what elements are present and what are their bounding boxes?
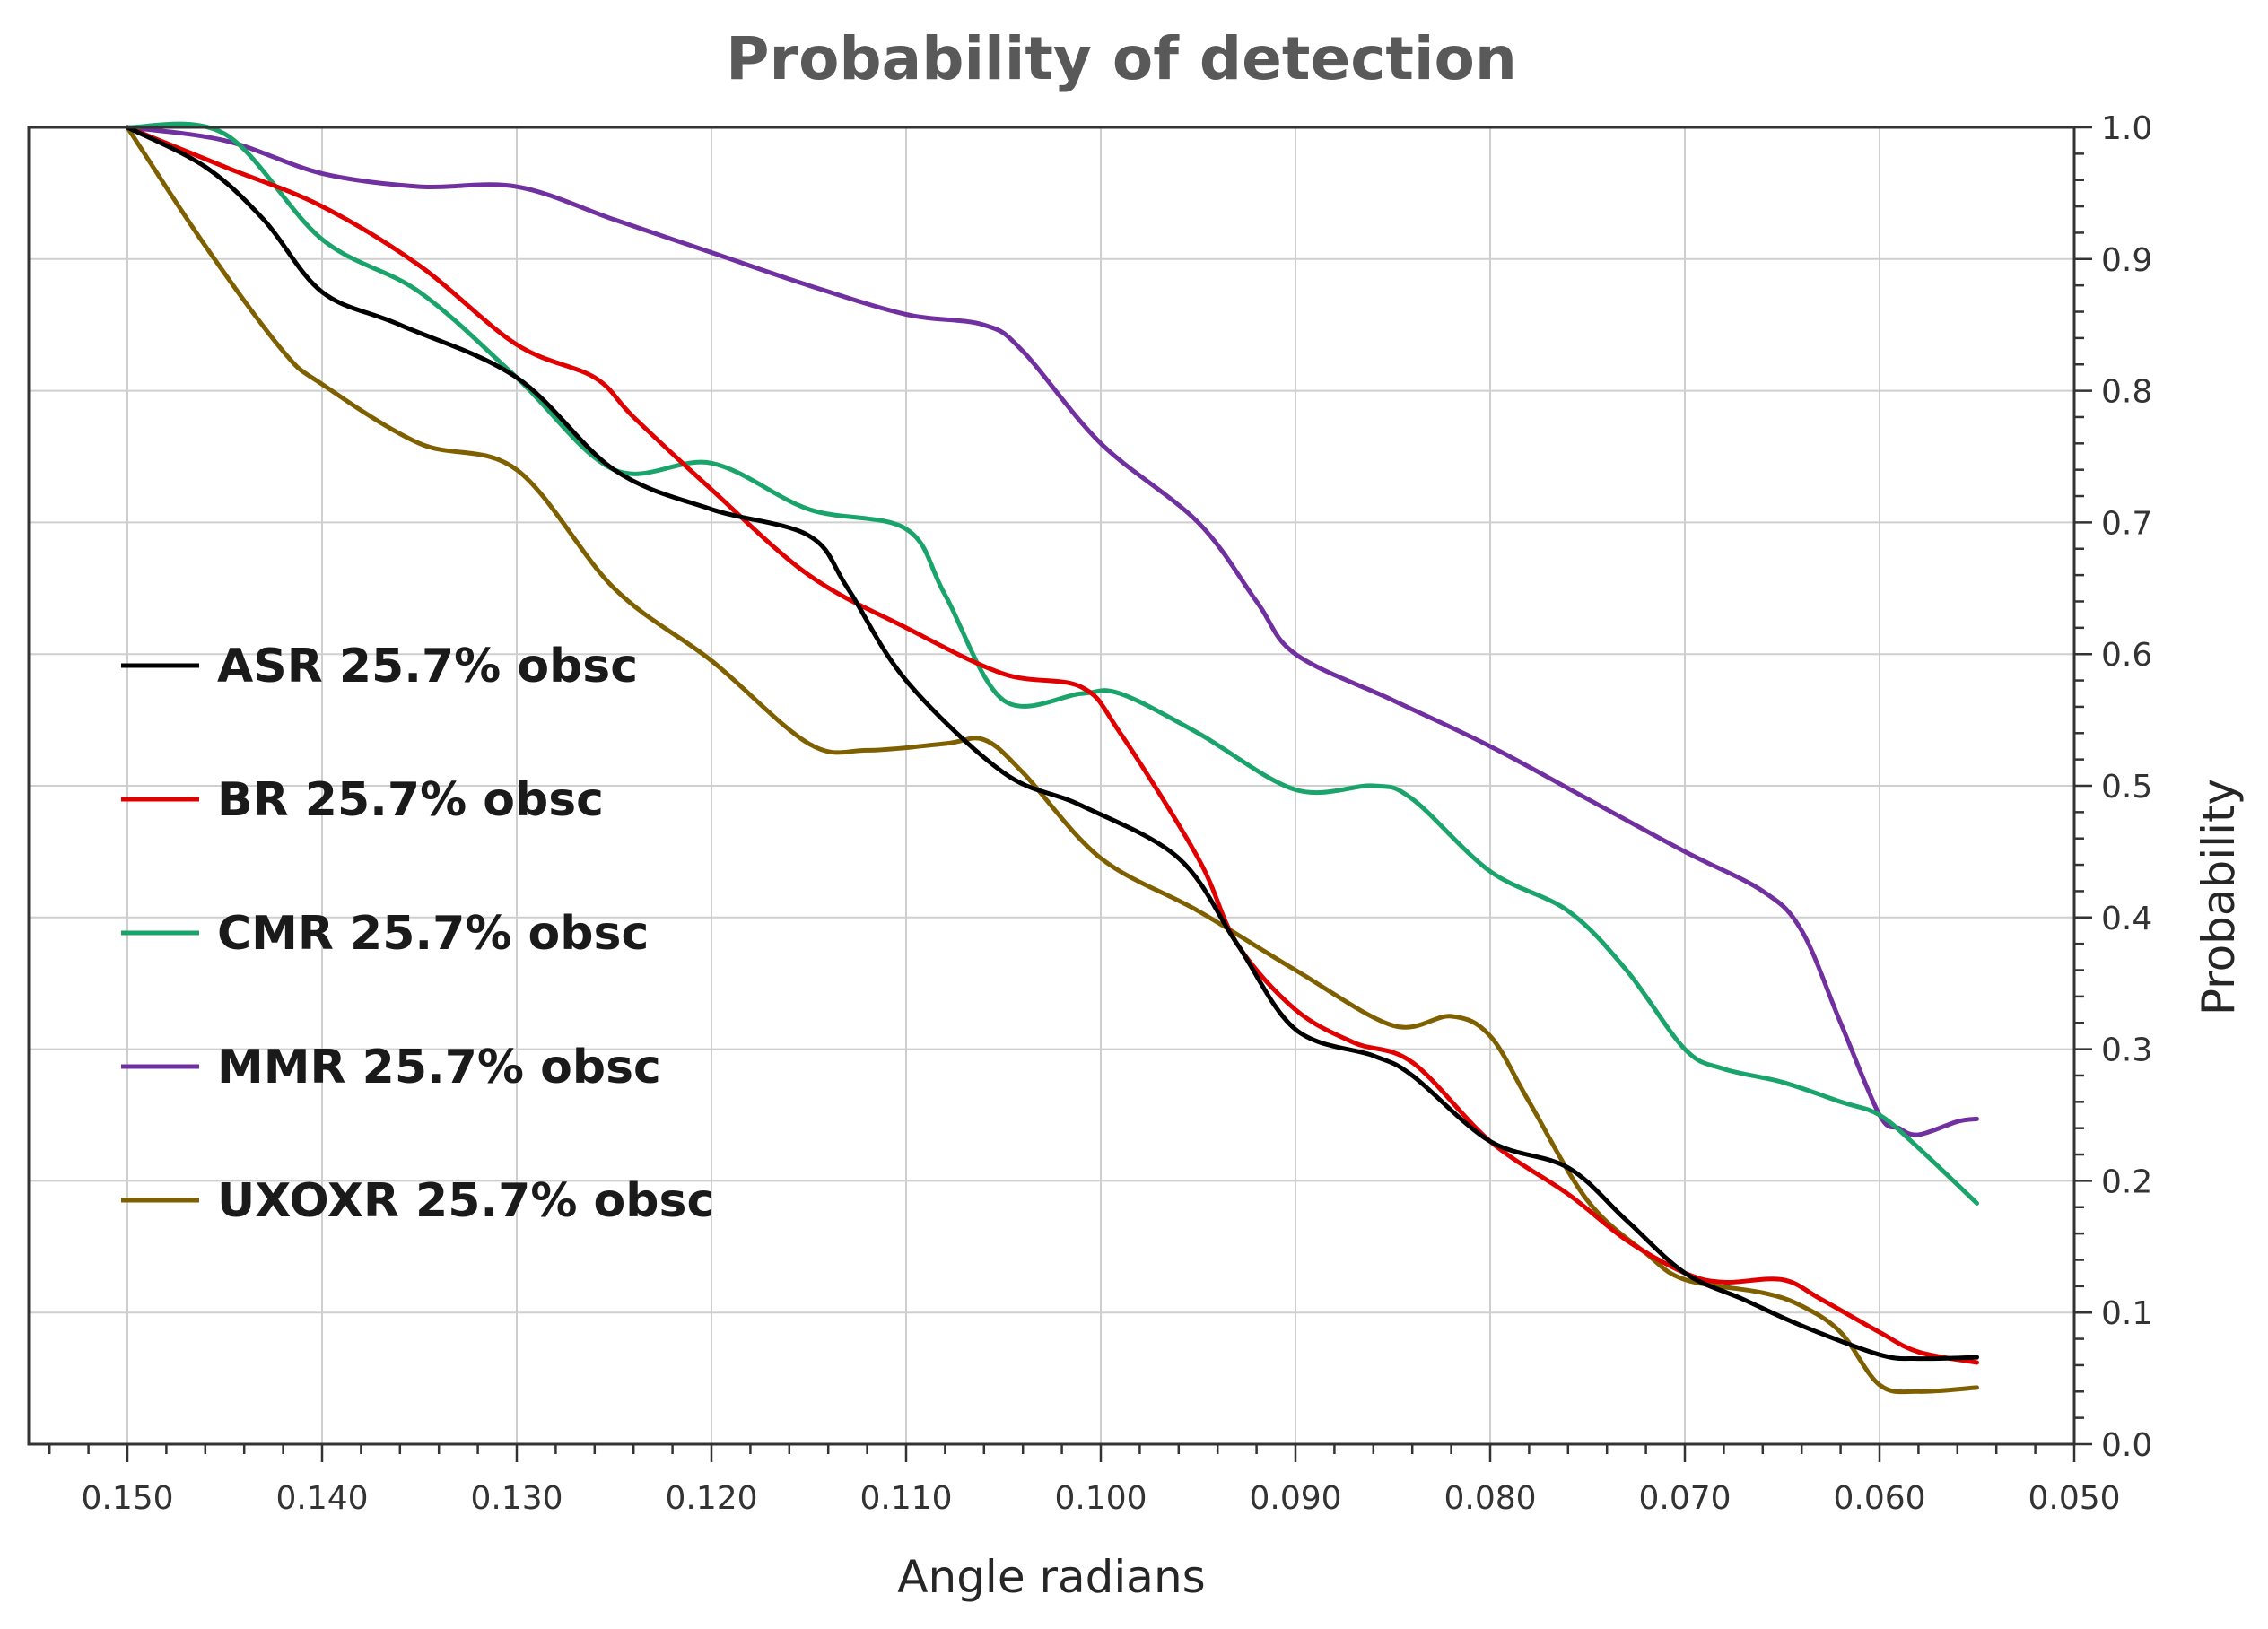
x-axis-ticks: 0.150 0.140 0.130 0.120 0.110 0.100 0.090 0.080… [48,1444,2121,1517]
x-tick-label: 0.150 [81,1480,173,1517]
x-tick-label: 0.080 [1444,1480,1536,1517]
legend-label-uxoxr: UXOXR 25.7% obsc [217,1174,714,1228]
chart-title: Probability of detection [726,24,1517,93]
x-tick-label: 0.120 [665,1480,757,1517]
x-tick-label: 0.070 [1638,1480,1731,1517]
x-tick-label: 0.110 [859,1480,952,1517]
series-line-cmr [125,121,1979,1206]
y-tick-label: 0.2 [2101,1163,2152,1200]
y-tick-label: 0.7 [2101,505,2152,542]
x-tick-label: 0.050 [2028,1480,2120,1517]
y-tick-label: 0.1 [2101,1295,2152,1332]
y-tick-label: 0.6 [2101,637,2152,674]
y-tick-label: 0.4 [2101,901,2152,937]
legend-label-br: BR 25.7% obsc [217,773,604,827]
series-layer [125,121,1979,1395]
x-axis-label: Angle radians [897,1551,1205,1603]
legend: ASR 25.7% obsc BR 25.7% obsc CMR 25.7% obs… [121,640,714,1228]
legend-label-mmr: MMR 25.7% obsc [217,1041,661,1094]
series-line-br [125,125,1979,1365]
x-tick-label: 0.130 [470,1480,563,1517]
series-line-mmr [125,125,1979,1137]
legend-label-asr: ASR 25.7% obsc [217,640,638,693]
y-axis-ticks: 0.0 0.1 0.2 0.3 0.4 0.5 0.6 0.7 0.8 0.9 1.0 [2074,110,2152,1464]
y-axis-label: Probability [2193,779,2245,1015]
y-tick-label: 0.0 [2101,1427,2152,1464]
y-tick-label: 0.3 [2101,1032,2152,1069]
y-tick-label: 0.9 [2101,242,2152,279]
x-tick-label: 0.100 [1054,1480,1147,1517]
x-tick-label: 0.140 [275,1480,368,1517]
legend-label-cmr: CMR 25.7% obsc [217,907,649,961]
y-tick-label: 1.0 [2101,110,2152,147]
x-tick-label: 0.090 [1249,1480,1341,1517]
y-tick-label: 0.8 [2101,374,2152,411]
y-tick-label: 0.5 [2101,769,2152,806]
series-line-asr [125,125,1979,1362]
x-tick-label: 0.060 [1833,1480,1925,1517]
series-line-uxoxr [125,125,1979,1395]
